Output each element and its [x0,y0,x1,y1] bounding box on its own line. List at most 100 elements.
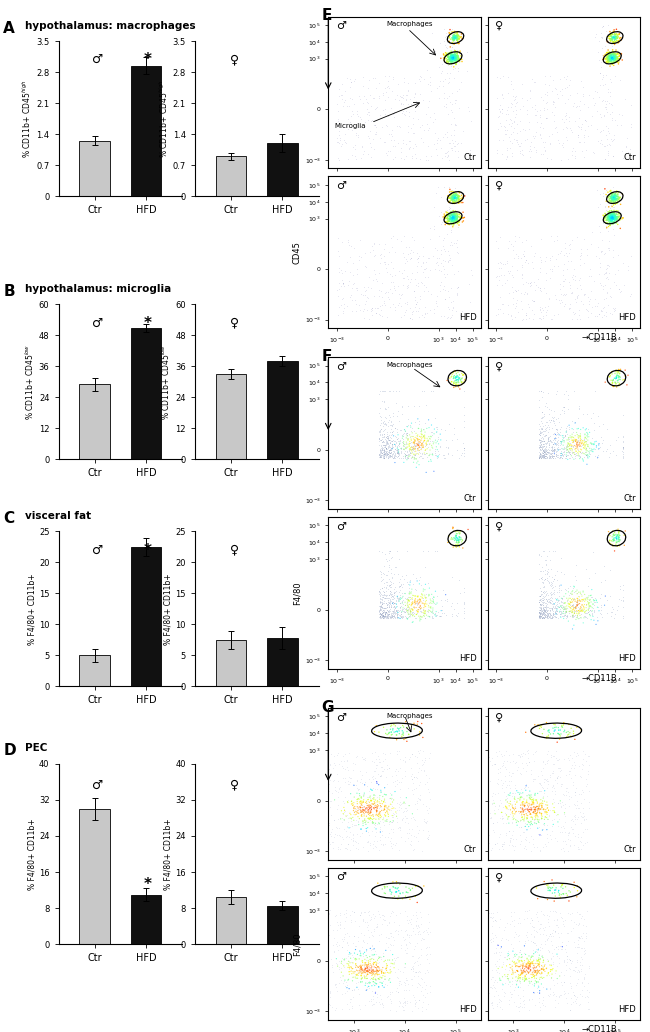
Point [387,432,398,449]
Point [580,595,591,612]
Point [346,946,357,963]
Point [339,126,350,142]
Point [573,118,583,134]
Point [370,954,381,970]
Point [379,441,389,457]
Point [339,920,350,936]
Point [590,95,600,111]
Point [385,813,396,830]
Point [573,610,584,626]
Point [362,101,372,118]
Point [534,957,544,973]
Point [374,586,385,603]
Point [340,839,350,856]
Point [387,128,397,144]
Point [504,824,514,840]
Point [567,590,578,607]
Point [559,405,569,421]
Point [348,965,359,981]
Point [547,610,557,626]
Point [318,801,328,817]
Point [379,608,389,624]
Point [603,209,613,226]
Point [448,213,459,229]
Point [377,430,387,447]
Point [545,252,555,268]
Point [435,438,445,454]
Point [445,206,455,223]
Point [603,50,614,66]
Point [563,723,573,740]
Point [351,967,361,983]
Point [375,909,385,926]
Point [384,383,394,399]
Point [394,432,404,449]
Point [515,807,526,824]
Point [592,438,602,454]
Point [525,816,535,833]
Point [556,447,566,463]
Point [543,290,554,307]
Point [604,31,614,47]
Point [548,606,558,622]
Point [543,599,554,615]
Point [569,783,580,800]
Point [534,814,544,831]
Point [443,54,454,70]
Point [610,191,620,207]
Point [396,601,407,617]
Point [344,289,355,305]
Point [610,50,620,66]
Point [398,433,409,450]
Point [377,591,387,608]
Point [387,929,398,945]
Point [358,817,369,834]
Point [559,247,569,263]
Point [356,795,367,811]
Point [448,375,459,391]
Point [333,783,343,800]
Point [613,533,623,549]
Point [399,424,410,441]
Point [446,56,456,72]
Point [382,608,393,624]
Point [452,525,462,542]
Point [550,286,560,302]
Point [454,369,465,386]
Point [530,962,540,978]
Point [378,588,389,605]
Point [381,588,391,605]
Point [412,964,423,980]
Point [324,983,335,1000]
Point [521,959,532,975]
Point [535,302,545,319]
Point [541,602,551,618]
Point [418,605,428,621]
Point [541,714,552,731]
Point [380,590,390,607]
Point [380,235,391,252]
Point [506,118,516,134]
Point [612,363,623,380]
Point [408,604,418,620]
Point [448,213,459,229]
Point [563,429,573,446]
Point [516,963,526,979]
Point [374,430,385,447]
Point [601,52,612,68]
Point [415,601,426,617]
Point [605,50,616,66]
Point [444,207,454,224]
Point [570,450,580,466]
Point [541,592,552,609]
Point [509,954,519,970]
Point [402,280,412,296]
Point [391,813,402,830]
Point [360,118,370,134]
Point [452,212,463,228]
Point [571,601,581,617]
Point [426,428,436,445]
Point [610,50,621,66]
Point [421,1000,432,1017]
Point [423,964,434,980]
